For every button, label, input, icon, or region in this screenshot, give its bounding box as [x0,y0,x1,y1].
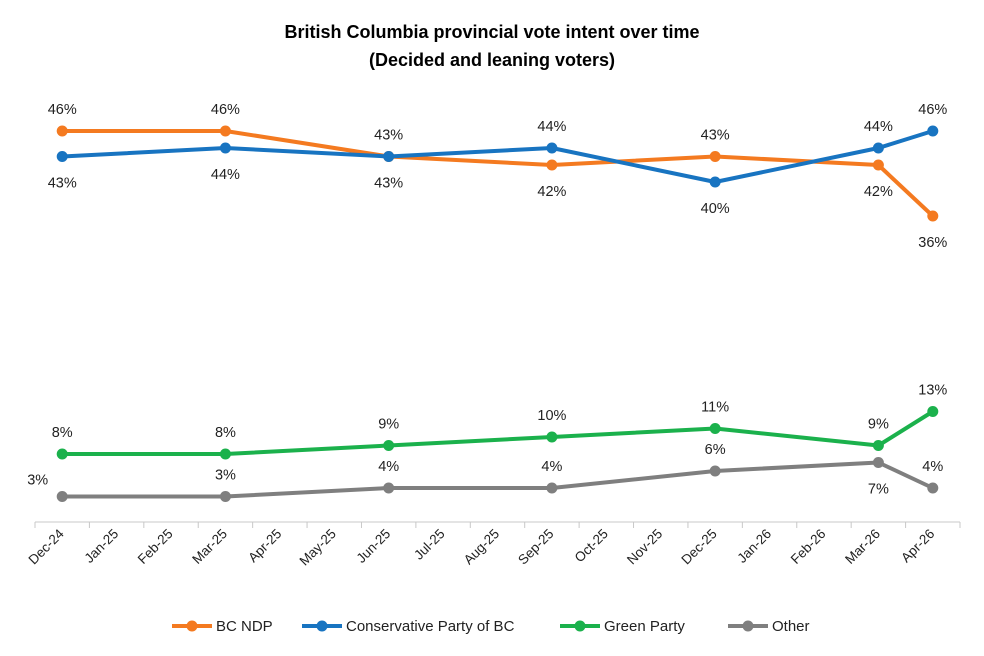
legend-item: BC NDP [172,618,273,635]
data-point [872,142,884,154]
data-label: 13% [918,383,947,399]
series-line [60,129,935,184]
data-point [709,423,721,434]
data-point [383,482,395,494]
legend-marker [186,620,198,632]
data-point [56,448,68,460]
data-point [709,465,721,477]
legend-label: Green Party [604,618,685,635]
x-tick-label: Aug-25 [461,526,502,567]
data-point [219,142,231,154]
x-tick-label: Mar-25 [189,526,230,567]
data-label: 11% [701,400,729,416]
chart-subtitle: (Decided and leaning voters) [369,50,615,70]
x-tick-label: Sep-25 [515,526,556,567]
x-tick-label: Oct-25 [572,526,611,565]
data-label: 42% [864,184,893,200]
x-tick-label: May-25 [296,526,338,568]
legend-marker [742,620,754,632]
x-tick-label: Feb-26 [788,526,829,567]
legend-label: Conservative Party of BC [346,618,515,635]
x-tick-label: Dec-25 [678,526,719,567]
data-point [709,176,721,188]
chart-title: British Columbia provincial vote intent … [284,22,699,42]
data-label: 3% [215,468,236,484]
data-point [546,482,558,494]
data-label: 10% [537,408,566,424]
data-label: 46% [48,102,77,118]
series-line [60,460,935,499]
legend-item: Other [728,618,810,635]
data-label: 8% [215,425,236,441]
data-label: 4% [378,459,399,475]
data-point [546,142,558,154]
data-point [927,406,939,417]
data-point [56,125,68,137]
x-axis: Dec-24 Jan-25 Feb-25 Mar-25 Apr-25 May-25 Jun-… [25,521,961,568]
legend-label: BC NDP [216,618,273,635]
data-point [709,151,721,162]
series-green-party: 8% 8% 9% 10% 11% 9% 13% [52,383,947,460]
x-tick-label: Mar-26 [842,526,883,567]
x-tick-label: Jan-26 [734,526,774,566]
data-label: 40% [701,201,730,217]
data-label: 3% [27,473,48,489]
data-label: 44% [211,167,240,183]
data-label: 43% [48,176,77,192]
data-label: 43% [374,176,403,192]
x-tick-label: Apr-26 [898,526,937,565]
data-point [872,159,884,171]
data-point [872,440,884,451]
data-label: 8% [52,425,73,441]
x-tick-label: Dec-24 [25,526,67,568]
data-label: 46% [211,102,240,118]
legend-marker [316,620,328,632]
legend: BC NDP Conservative Party of BC Green Part… [172,618,810,635]
data-label: 4% [922,459,943,475]
legend-item: Conservative Party of BC [302,618,515,635]
data-label: 44% [537,119,566,135]
series-line [60,409,935,456]
data-point [56,491,68,502]
data-label: 6% [705,442,726,458]
data-point [219,448,231,460]
data-point [927,125,939,137]
data-label: 36% [918,235,947,251]
legend-item: Green Party [560,618,685,635]
x-tick-label: Nov-25 [624,526,665,567]
data-point [872,457,884,468]
legend-label: Other [772,618,810,635]
data-point [383,440,395,451]
data-point [219,125,231,137]
data-label: 43% [701,128,730,144]
series-other: 3% 3% 4% 4% 6% 7% 4% [27,442,943,502]
data-label: 42% [537,184,566,200]
x-tick-label: Apr-25 [245,526,284,565]
data-label: 7% [868,482,889,498]
data-point [56,151,68,162]
data-point [546,159,558,171]
data-label: 9% [378,417,399,433]
data-point [383,151,395,162]
x-tick-label: Feb-25 [135,526,176,567]
x-tick-label: Jul-25 [411,526,448,563]
x-tick-label: Jun-25 [354,526,394,566]
data-point [927,210,939,222]
data-label: 44% [864,119,893,135]
series-line [60,129,935,218]
plot-area: 46% 46%43%42%43%42%36%43%44%43%44%40%44%4… [27,102,947,502]
data-label: 4% [541,459,562,475]
legend-marker [574,620,586,632]
data-point [546,431,558,443]
series-bc-ndp: 46% 46% 43% 42% 43% 42% 36% [48,102,948,251]
data-point [927,482,939,494]
data-label: 9% [868,417,889,433]
series-conservative-party-of-bc: 43% 44% 43% 44% 40% 44% 46% [48,102,948,217]
data-point [219,491,231,502]
data-label: 43% [374,128,403,144]
data-label: 46% [918,102,947,118]
x-tick-label: Jan-25 [81,526,121,566]
